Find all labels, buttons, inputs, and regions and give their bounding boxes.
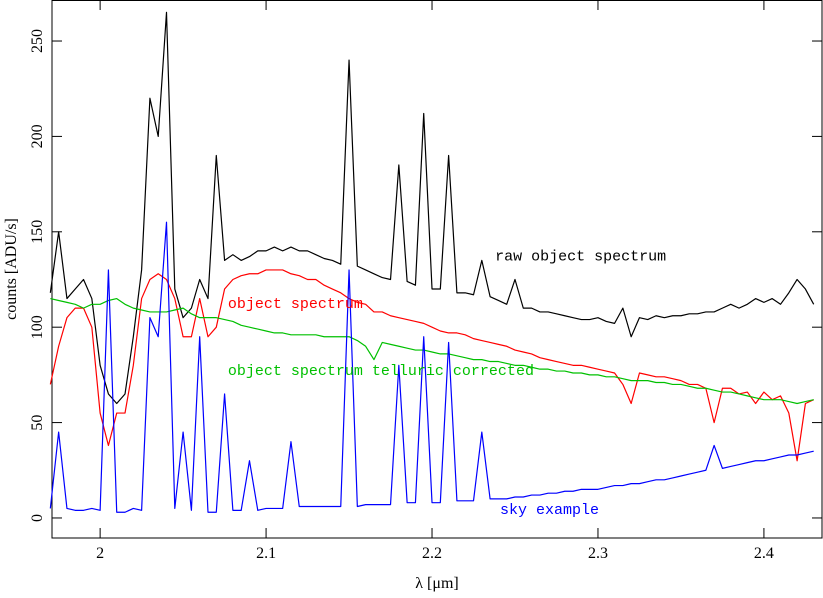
series-line xyxy=(49,269,814,462)
plot-frame xyxy=(51,0,823,539)
y-tick-label: 100 xyxy=(29,315,46,339)
y-tick-label: 50 xyxy=(29,415,46,431)
y-axis-label: counts [ADU/s] xyxy=(3,218,20,320)
x-tick-label: 2 xyxy=(96,545,104,562)
y-tick-label: 250 xyxy=(29,29,46,53)
annotation: sky example xyxy=(500,502,599,519)
series-line xyxy=(49,11,815,405)
series-line xyxy=(50,297,814,405)
x-tick-label: 2.1 xyxy=(256,545,276,562)
annotation: object spectrum telluric corrected xyxy=(228,363,534,380)
x-tick-label: 2.4 xyxy=(754,545,774,562)
annotation: object spectrum xyxy=(228,296,363,313)
y-tick-label: 150 xyxy=(29,220,46,244)
series-line xyxy=(49,221,814,513)
x-tick-label: 2.2 xyxy=(422,545,442,562)
annotation: raw object spectrum xyxy=(495,248,666,265)
x-tick-label: 2.3 xyxy=(588,545,608,562)
y-tick-label: 200 xyxy=(29,124,46,148)
x-axis-label: λ [μm] xyxy=(415,575,458,592)
y-tick-label: 0 xyxy=(29,514,46,522)
